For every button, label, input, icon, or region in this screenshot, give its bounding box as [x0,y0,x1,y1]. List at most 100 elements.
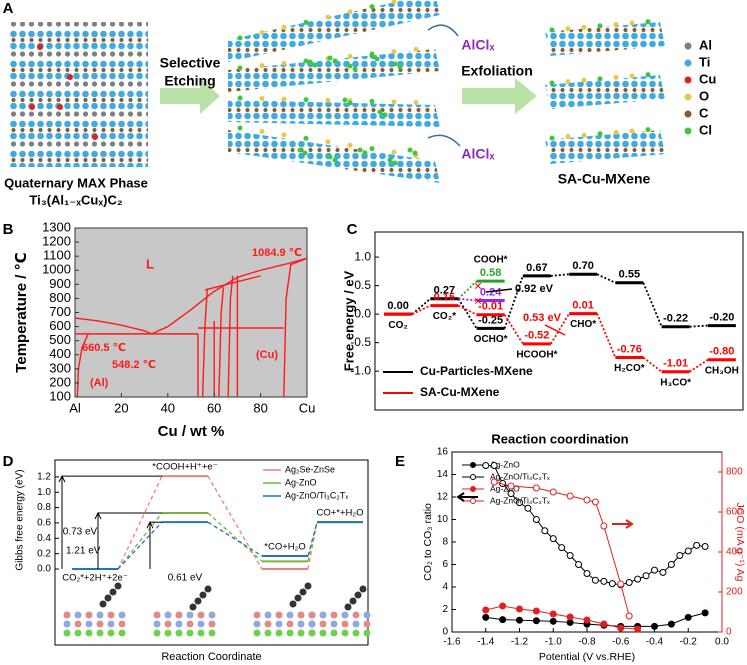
y-tick-label: 900 [49,276,71,291]
data-point [516,616,523,624]
surface-atom [325,14,331,20]
model-atom [253,629,261,637]
surface-atom [565,79,571,85]
surface-atom [259,128,265,134]
data-point [634,575,642,583]
model-atom [109,588,117,596]
model-atom [286,620,294,628]
surface-atom [613,21,619,27]
x-tick-label: -1.0 [545,637,563,648]
model-atom [164,629,172,637]
data-point [516,499,523,507]
y-tick-label: 1300 [42,219,71,234]
connector [458,297,477,302]
etching-label: Selective [160,55,221,71]
model-atom [253,620,261,628]
panel-label: D [3,453,14,470]
y-tick-label: 0 [442,627,448,638]
model-atom [96,629,104,637]
model-atom [175,629,183,637]
cl-atom [312,62,318,68]
state-label: CO+*+H₂O [317,508,364,519]
model-atom [297,611,305,619]
etched-layer [228,0,440,62]
model-atom [297,620,305,628]
cl-atom [382,112,388,118]
annotation-arrow [544,324,566,336]
model-atom [264,629,272,637]
model-atom [297,629,305,637]
data-point [659,568,667,576]
data-point [482,613,490,621]
surface-atom [369,4,375,10]
etched-layer [228,130,440,183]
panel-label: A [3,0,14,17]
surface-atom [237,65,243,71]
phase-annotation: 548.2 ℃ [112,359,156,371]
cl-atom [387,157,393,163]
surface-atom [549,80,555,86]
model-atom [304,582,312,590]
data-point [482,606,490,614]
data-point [651,566,658,574]
value-label: -1.01 [663,358,688,370]
data-point [575,561,583,568]
value-label: 0.00 [387,300,408,312]
plot-area [74,227,308,398]
model-atom [299,588,307,596]
surface-atom [391,99,397,105]
legend-marker [470,486,476,492]
plot-frame [54,459,369,646]
connector [207,512,263,562]
model-atom [107,629,115,637]
y-tick-label: 1.0 [37,487,51,498]
exfoliation-label: Exfoliation [461,63,533,79]
model-atom [330,620,338,628]
data-point [591,498,599,506]
cl-atom [392,61,398,67]
surface-atom [237,125,243,131]
cl-atom [332,58,338,64]
data-point [667,561,675,568]
data-point [684,613,692,621]
x-axis-title: Reaction Coordinate [161,651,261,663]
value-label: 0.55 [619,269,640,281]
model-atom [319,611,327,619]
value-label: 0.15 [434,292,455,304]
x-tick-label: 60 [207,400,221,415]
model-atom [275,629,283,637]
annotation: 0.92 eV [515,283,554,295]
connector [457,304,478,316]
surface-atom [347,142,353,148]
cu-atom [29,104,35,110]
y-tick-label: 0.0 [37,564,51,575]
model-atom [319,620,327,628]
surface-atom [303,19,309,25]
phase-boundary [201,289,208,398]
model-atom [153,629,161,637]
data-point [549,617,557,625]
surface-atom [391,149,397,155]
legend-swatch [684,59,692,67]
surface-atom [581,132,587,138]
surface-atom [597,23,603,29]
legend-swatch [684,76,692,84]
y-tick-label: 500 [49,332,71,347]
y-tick-label: 2 [442,604,448,615]
cl-atom [407,147,413,153]
data-point [617,624,625,632]
y-tick-label: 1.2 [37,472,51,483]
legend-swatch [684,93,692,101]
data-point [490,462,498,469]
mxene-slab [545,75,665,109]
surface-atom [581,24,587,30]
value-label: -0.25 [478,314,503,326]
y-tick-label: 200 [49,374,71,389]
model-atom [363,629,371,637]
state-label: H₃CO* [660,377,691,388]
cl-atom [377,109,383,115]
model-atom [352,620,360,628]
data-point [524,504,532,512]
model-atom [194,597,202,605]
